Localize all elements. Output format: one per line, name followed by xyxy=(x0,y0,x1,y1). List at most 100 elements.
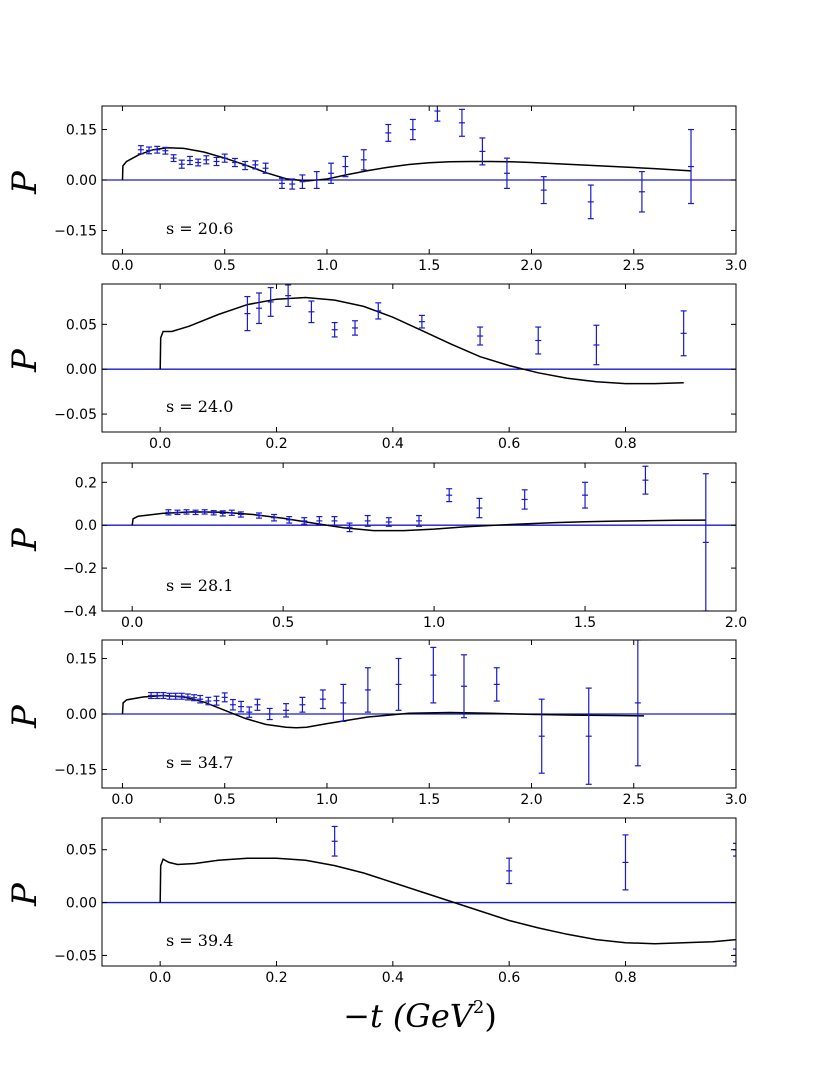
x-tick-label: 2.0 xyxy=(520,792,542,808)
y-tick-label: −0.4 xyxy=(63,604,97,620)
y-tick-label: 0.2 xyxy=(75,475,97,491)
x-tick-label: 0.0 xyxy=(121,615,143,631)
y-axis-label: P xyxy=(5,527,45,552)
data-point xyxy=(342,155,349,178)
data-point xyxy=(201,509,208,515)
data-point xyxy=(418,314,425,329)
x-tick-label: 0.6 xyxy=(498,970,520,986)
panel-5: 0.0 0.2 0.4 0.6 0.8 0.05 0.00 −0.05 Ps = 39.4 xyxy=(5,817,737,986)
x-tick-label: 1.5 xyxy=(574,615,596,631)
data-point xyxy=(174,509,181,516)
y-axis-label: P xyxy=(5,882,45,907)
x-tick-label: 2.5 xyxy=(623,792,645,808)
y-tick-label: 0.00 xyxy=(66,896,97,912)
data-point xyxy=(231,157,238,168)
x-tick-label: 1.5 xyxy=(418,792,440,808)
x-tick-label: 2.5 xyxy=(623,258,645,274)
y-axis-label: P xyxy=(5,170,45,195)
data-point xyxy=(430,646,437,704)
data-point xyxy=(246,706,253,718)
x-tick-label: 0.0 xyxy=(149,970,171,986)
data-point xyxy=(278,177,285,190)
panel-label: s = 24.0 xyxy=(166,397,233,416)
y-tick-label: 0.00 xyxy=(66,707,97,723)
data-point xyxy=(506,857,513,885)
x-tick-label: 0.0 xyxy=(111,258,133,274)
data-point xyxy=(192,509,199,516)
x-tick-label: 0.5 xyxy=(272,615,294,631)
data-point xyxy=(538,698,545,774)
data-point xyxy=(154,145,161,154)
data-point xyxy=(154,691,161,700)
data-point xyxy=(409,118,416,141)
y-tick-label: 0.0 xyxy=(75,518,97,534)
data-point xyxy=(688,128,695,205)
data-point xyxy=(210,510,217,516)
data-point xyxy=(219,510,226,517)
data-point xyxy=(285,284,292,308)
y-tick-label: −0.15 xyxy=(54,763,97,779)
data-point xyxy=(313,170,320,190)
data-point xyxy=(385,123,392,142)
data-point xyxy=(256,292,263,325)
data-point xyxy=(221,153,228,163)
data-point xyxy=(286,516,293,524)
x-tick-label: 0.0 xyxy=(111,792,133,808)
data-point xyxy=(434,106,441,122)
panel-frame xyxy=(101,283,737,433)
data-point xyxy=(146,146,153,155)
data-point xyxy=(195,158,202,167)
data-point xyxy=(416,514,422,527)
y-tick-label: −0.2 xyxy=(63,561,97,577)
model-curve xyxy=(121,146,692,182)
y-tick-label: −0.15 xyxy=(54,223,97,239)
panel-frame xyxy=(101,462,737,612)
data-point xyxy=(346,522,353,533)
model-curve xyxy=(121,694,645,729)
xlabel-exponent: 2 xyxy=(473,997,484,1018)
data-point xyxy=(267,286,274,317)
x-tick-label: 0.5 xyxy=(214,258,236,274)
x-tick-label: 0.5 xyxy=(214,792,236,808)
data-point xyxy=(254,698,261,711)
data-point xyxy=(252,160,259,170)
data-point xyxy=(186,155,193,166)
x-tick-label: 3.0 xyxy=(725,258,747,274)
data-point xyxy=(237,511,244,518)
data-point xyxy=(460,654,467,719)
data-point xyxy=(582,481,589,509)
data-point xyxy=(446,488,453,503)
data-point xyxy=(477,326,484,346)
x-tick-label: 3.0 xyxy=(725,792,747,808)
data-point xyxy=(205,696,212,706)
model-curve xyxy=(159,857,736,945)
data-point xyxy=(375,302,382,320)
data-point xyxy=(308,300,315,324)
y-tick-label: −0.05 xyxy=(54,407,97,423)
model-curve xyxy=(159,296,684,385)
data-point xyxy=(137,145,144,155)
data-point xyxy=(162,146,169,155)
data-point xyxy=(228,509,235,516)
x-tick-label: 1.0 xyxy=(423,615,445,631)
data-point xyxy=(271,513,278,522)
x-tick-label: 1.0 xyxy=(316,792,338,808)
data-point xyxy=(364,514,371,527)
panel-label: s = 20.6 xyxy=(166,219,233,238)
x-tick-label: 0.0 xyxy=(149,436,171,452)
y-tick-label: 0.05 xyxy=(66,317,97,333)
data-point xyxy=(148,691,155,700)
data-point xyxy=(229,698,236,711)
data-point xyxy=(634,640,641,767)
data-point xyxy=(197,694,204,704)
data-point xyxy=(395,657,402,711)
data-point xyxy=(184,693,191,701)
panel-4: 0.0 0.5 1.0 1.5 2.0 2.5 3.0 0.15 0.00 −0.15 Ps = 3… xyxy=(5,639,747,808)
data-point xyxy=(299,696,306,713)
data-point xyxy=(585,687,592,785)
data-point xyxy=(289,178,296,190)
data-point xyxy=(183,509,190,515)
data-point xyxy=(172,692,179,700)
data-point xyxy=(352,320,359,336)
